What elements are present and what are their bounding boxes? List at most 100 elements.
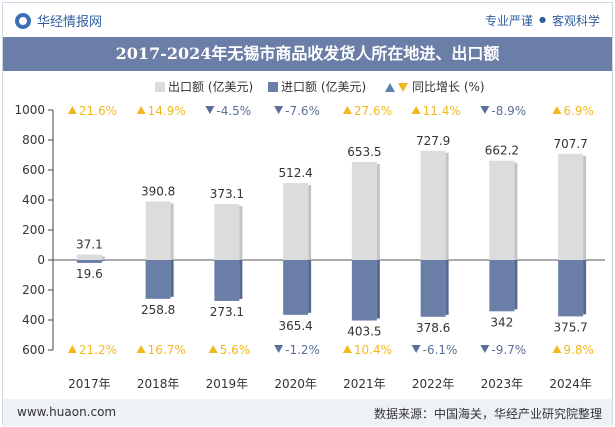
y-tick-label: 800 [22, 133, 45, 147]
brand-name: 华经情报网 [37, 15, 103, 30]
legend-import-label: 进口额 (亿美元) [281, 79, 366, 94]
import-bar [283, 260, 309, 315]
import-growth-down-icon [274, 345, 284, 353]
export-bar-side [445, 152, 449, 260]
import-growth-up-icon [67, 345, 77, 353]
export-growth-label: -4.5% [216, 104, 251, 118]
export-bar-side [376, 163, 380, 260]
tagline-separator: ● [539, 15, 546, 24]
brand-logo-icon [15, 12, 31, 29]
import-growth-up-icon [136, 345, 146, 353]
export-value-label: 662.2 [485, 144, 519, 158]
legend-export-swatch [155, 82, 165, 92]
export-bar [558, 153, 584, 260]
y-tick-label: 1000 [14, 103, 45, 117]
legend-growth-label: 同比增长 (%) [412, 80, 485, 94]
import-bar-side [514, 260, 518, 310]
import-growth-up-icon [342, 345, 352, 353]
import-bar-side [170, 260, 174, 297]
import-value-label: 403.5 [347, 325, 381, 339]
export-growth-up-icon [136, 106, 146, 114]
chart-svg: 出口额 (亿美元) 进口额 (亿美元) 同比增长 (%) 1000 800 600 400… [14, 79, 605, 391]
legend-export-label: 出口额 (亿美元) [168, 79, 253, 94]
import-bar [214, 260, 240, 301]
import-bar-side [308, 260, 312, 313]
export-growth-label: 6.9% [563, 104, 594, 118]
import-value-label: 378.6 [416, 321, 450, 335]
export-growth-down-icon [480, 106, 490, 114]
import-bar-side [376, 260, 380, 319]
legend: 出口额 (亿美元) 进口额 (亿美元) 同比增长 (%) [155, 79, 485, 94]
y-tick-label: 0 [37, 253, 45, 267]
export-growth-label: 21.6% [79, 104, 117, 118]
import-growth-down-icon [411, 345, 421, 353]
footer: www.huaon.com 数据来源：中国海关，华经产业研究院整理 [3, 399, 612, 426]
import-bar-side [583, 260, 587, 315]
import-growth-label: 21.2% [79, 343, 117, 357]
import-growth-label: -9.7% [491, 343, 526, 357]
x-tick-label: 2022年 [412, 377, 455, 391]
x-tick-label: 2021年 [343, 377, 386, 391]
export-value-label: 653.5 [347, 145, 381, 159]
export-value-label: 512.4 [278, 166, 312, 180]
import-value-label: 258.8 [141, 303, 175, 317]
import-value-label: 375.7 [553, 320, 587, 334]
export-growth-up-icon [411, 106, 421, 114]
import-growth-label: 5.6% [220, 343, 251, 357]
tagline-right: 客观科学 [551, 14, 600, 28]
export-growth-label: -8.9% [491, 104, 526, 118]
export-growth-up-icon [552, 106, 562, 114]
import-value-label: 273.1 [210, 305, 244, 319]
export-bar-side [101, 256, 105, 260]
export-value-label: 37.1 [76, 237, 103, 251]
import-bar-side [445, 260, 449, 315]
x-tick-label: 2017年 [68, 377, 111, 391]
y-tick-label: 400 [22, 193, 45, 207]
import-bar [420, 260, 446, 317]
import-bar [76, 260, 102, 263]
y-tick-label: 400 [22, 313, 45, 327]
import-value-label: 342 [490, 315, 513, 329]
tagline: 专业严谨 ● 客观科学 [485, 12, 600, 29]
x-tick-label: 2023年 [481, 377, 524, 391]
export-bar [283, 183, 309, 260]
import-growth-down-icon [480, 345, 490, 353]
x-tick-label: 2020年 [274, 377, 317, 391]
data-labels: 37.1 19.6 390.8 258.8 373.1 273.1 512.4 365.4 65… [76, 134, 588, 339]
export-growth-down-icon [274, 106, 284, 114]
export-bar-side [583, 155, 587, 260]
tagline-left: 专业严谨 [484, 14, 533, 28]
export-bar-side [308, 185, 312, 260]
export-growth-up-icon [342, 106, 352, 114]
x-tick-label: 2018年 [137, 377, 180, 391]
export-bar [351, 161, 377, 260]
export-bar [145, 201, 171, 260]
export-bar-side [239, 206, 243, 260]
export-value-label: 727.9 [416, 134, 450, 148]
export-growth-up-icon [67, 106, 77, 114]
import-bar [489, 260, 515, 312]
export-growth-label: 27.6% [354, 104, 392, 118]
export-value-label: 390.8 [141, 184, 175, 198]
import-bar-side [101, 260, 105, 261]
import-growth-label: 16.7% [148, 343, 186, 357]
export-growth-label: -7.6% [285, 104, 320, 118]
y-tick-label: 200 [22, 223, 45, 237]
import-growth-label: 9.8% [563, 343, 594, 357]
y-tick-label: 200 [22, 283, 45, 297]
y-tick-label: 600 [22, 163, 45, 177]
import-value-label: 365.4 [278, 319, 312, 333]
growth-markers: 21.6% 21.2% 14.9% 16.7% -4.5% 5.6% -7.6% -1.2% 2… [67, 104, 594, 357]
top-bar: 华经情报网 专业严谨 ● 客观科学 [3, 3, 612, 37]
export-growth-label: 14.9% [148, 104, 186, 118]
footer-source: 数据来源：中国海关，华经产业研究院整理 [373, 407, 602, 421]
legend-up-triangle-icon [385, 83, 395, 92]
export-value-label: 707.7 [553, 137, 587, 151]
import-value-label: 19.6 [76, 267, 103, 281]
import-bar [558, 260, 584, 317]
export-bar-side [170, 203, 174, 260]
x-axis: 2017年 2018年 2019年 2020年 2021年 2022年 2023年 2024年 [68, 377, 592, 391]
import-growth-label: -6.1% [423, 343, 458, 357]
import-growth-up-icon [552, 345, 562, 353]
